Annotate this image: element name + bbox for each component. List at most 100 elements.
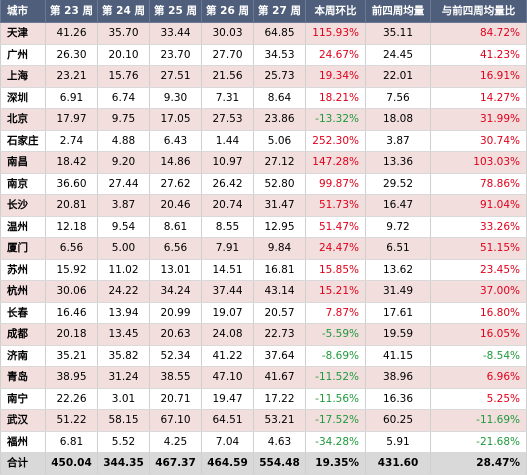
table-row: 石家庄 2.74 4.88 6.43 1.44 5.06 252.30% 3.87 30.74% xyxy=(0,129,527,152)
cell-week-25: 34.24 xyxy=(149,280,202,303)
cell-week-23: 6.56 xyxy=(45,237,98,260)
cell-vs-four-week-average: -8.54% xyxy=(430,345,527,367)
cell-city: 长春 xyxy=(0,302,46,324)
total-row: 合计 450.04 344.35 467.37 464.59 554.48 19… xyxy=(0,452,527,475)
header-week-27: 第 27 周 xyxy=(253,0,306,23)
cell-four-week-average: 16.36 xyxy=(365,388,431,410)
table-row: 深圳 6.91 6.74 9.30 7.31 8.64 18.21% 7.56 14.27% xyxy=(0,87,527,109)
table-row: 北京 17.97 9.75 17.05 27.53 23.86 -13.32% 18.08 31… xyxy=(0,108,527,131)
cell-city: 上海 xyxy=(0,65,46,88)
cell-vs-four-week-average: 51.15% xyxy=(430,237,527,260)
cell-city: 青岛 xyxy=(0,366,46,389)
cell-city: 北京 xyxy=(0,108,46,131)
cell-week-25: 52.34 xyxy=(149,345,202,367)
table-row: 苏州 15.92 11.02 13.01 14.51 16.81 15.85% 13.62 23… xyxy=(0,259,527,281)
cell-week-23: 6.81 xyxy=(45,431,98,453)
cell-week-23: 17.97 xyxy=(45,108,98,131)
cell-week-27: 22.73 xyxy=(253,323,306,346)
cell-week-25: 8.61 xyxy=(149,216,202,238)
cell-city: 福州 xyxy=(0,431,46,453)
cell-week-27: 5.06 xyxy=(253,129,306,152)
cell-city: 天津 xyxy=(0,22,46,45)
header-week-over-week: 本周环比 xyxy=(305,0,366,23)
cell-week-23: 6.91 xyxy=(45,87,98,109)
cell-week-27: 52.80 xyxy=(253,173,306,195)
cell-week-24: 9.75 xyxy=(97,108,150,131)
table-row: 南宁 22.26 3.01 20.71 19.47 17.22 -11.56% 16.36 5.… xyxy=(0,388,527,410)
cell-four-week-average: 29.52 xyxy=(365,173,431,195)
cell-city: 苏州 xyxy=(0,259,46,281)
cell-vs-four-week-average: 37.00% xyxy=(430,280,527,303)
cell-week-23: 22.26 xyxy=(45,388,98,410)
cell-week-25: 6.43 xyxy=(149,129,202,152)
header-vs-four-week-average: 与前四周均量比 xyxy=(430,0,527,23)
cell-week-25: 23.70 xyxy=(149,44,202,66)
cell-week-25: 38.55 xyxy=(149,366,202,389)
cell-four-week-average: 7.56 xyxy=(365,87,431,109)
cell-week-26: 37.44 xyxy=(201,280,254,303)
table-row: 福州 6.81 5.52 4.25 7.04 4.63 -34.28% 5.91 -21.68% xyxy=(0,431,527,453)
cell-vs-four-week-average: 84.72% xyxy=(430,22,527,45)
table-row: 厦门 6.56 5.00 6.56 7.91 9.84 24.47% 6.51 51.15% xyxy=(0,237,527,260)
cell-week-24: 58.15 xyxy=(97,409,150,432)
cell-week-27: 41.67 xyxy=(253,366,306,389)
cell-week-24: 5.00 xyxy=(97,237,150,260)
cell-week-27: 25.73 xyxy=(253,65,306,88)
table-header-row: 城市 第 23 周 第 24 周 第 25 周 第 26 周 第 27 周 本周… xyxy=(0,0,527,23)
cell-week-23: 38.95 xyxy=(45,366,98,389)
cell-week-27: 31.47 xyxy=(253,194,306,217)
cell-week-27: 34.53 xyxy=(253,44,306,66)
cell-week-over-week: 147.28% xyxy=(305,151,366,174)
cell-vs-four-week-average: -21.68% xyxy=(430,431,527,453)
cell-week-over-week: 24.47% xyxy=(305,237,366,260)
total-week-25: 467.37 xyxy=(149,452,202,475)
cell-week-26: 24.08 xyxy=(201,323,254,346)
cell-week-25: 27.62 xyxy=(149,173,202,195)
cell-four-week-average: 38.96 xyxy=(365,366,431,389)
cell-week-24: 3.87 xyxy=(97,194,150,217)
cell-week-over-week: 252.30% xyxy=(305,129,366,152)
total-week-24: 344.35 xyxy=(97,452,150,475)
cell-week-23: 36.60 xyxy=(45,173,98,195)
cell-week-23: 30.06 xyxy=(45,280,98,303)
table-row: 青岛 38.95 31.24 38.55 47.10 41.67 -11.52% 38.96 6… xyxy=(0,366,527,389)
table-body: 天津 41.26 35.70 33.44 30.03 64.85 115.93% 35.11 8… xyxy=(0,22,527,475)
cell-city: 南京 xyxy=(0,173,46,195)
cell-week-25: 20.71 xyxy=(149,388,202,410)
cell-four-week-average: 24.45 xyxy=(365,44,431,66)
total-label: 合计 xyxy=(0,452,46,475)
cell-city: 长沙 xyxy=(0,194,46,217)
cell-vs-four-week-average: 16.05% xyxy=(430,323,527,346)
cell-week-over-week: 19.34% xyxy=(305,65,366,88)
cell-vs-four-week-average: 31.99% xyxy=(430,108,527,131)
cell-week-23: 35.21 xyxy=(45,345,98,367)
cell-four-week-average: 60.25 xyxy=(365,409,431,432)
header-week-24: 第 24 周 xyxy=(97,0,150,23)
cell-week-27: 9.84 xyxy=(253,237,306,260)
cell-city: 南昌 xyxy=(0,151,46,174)
cell-week-over-week: -5.59% xyxy=(305,323,366,346)
cell-four-week-average: 19.59 xyxy=(365,323,431,346)
cell-week-26: 64.51 xyxy=(201,409,254,432)
cell-week-26: 26.42 xyxy=(201,173,254,195)
cell-city: 南宁 xyxy=(0,388,46,410)
cell-four-week-average: 18.08 xyxy=(365,108,431,131)
cell-week-24: 9.54 xyxy=(97,216,150,238)
cell-week-24: 9.20 xyxy=(97,151,150,174)
cell-vs-four-week-average: -11.69% xyxy=(430,409,527,432)
cell-week-over-week: -11.52% xyxy=(305,366,366,389)
cell-week-26: 19.07 xyxy=(201,302,254,324)
cell-week-24: 24.22 xyxy=(97,280,150,303)
table-row: 长春 16.46 13.94 20.99 19.07 20.57 7.87% 17.61 16.… xyxy=(0,302,527,324)
cell-week-23: 41.26 xyxy=(45,22,98,45)
cell-vs-four-week-average: 16.91% xyxy=(430,65,527,88)
cell-week-26: 7.91 xyxy=(201,237,254,260)
cell-week-24: 13.45 xyxy=(97,323,150,346)
cell-week-26: 7.04 xyxy=(201,431,254,453)
table-row: 广州 26.30 20.10 23.70 27.70 34.53 24.67% 24.45 41… xyxy=(0,44,527,66)
header-week-25: 第 25 周 xyxy=(149,0,202,23)
cell-week-24: 5.52 xyxy=(97,431,150,453)
table-row: 武汉 51.22 58.15 67.10 64.51 53.21 -17.52% 60.25-… xyxy=(0,409,527,432)
cell-week-23: 26.30 xyxy=(45,44,98,66)
